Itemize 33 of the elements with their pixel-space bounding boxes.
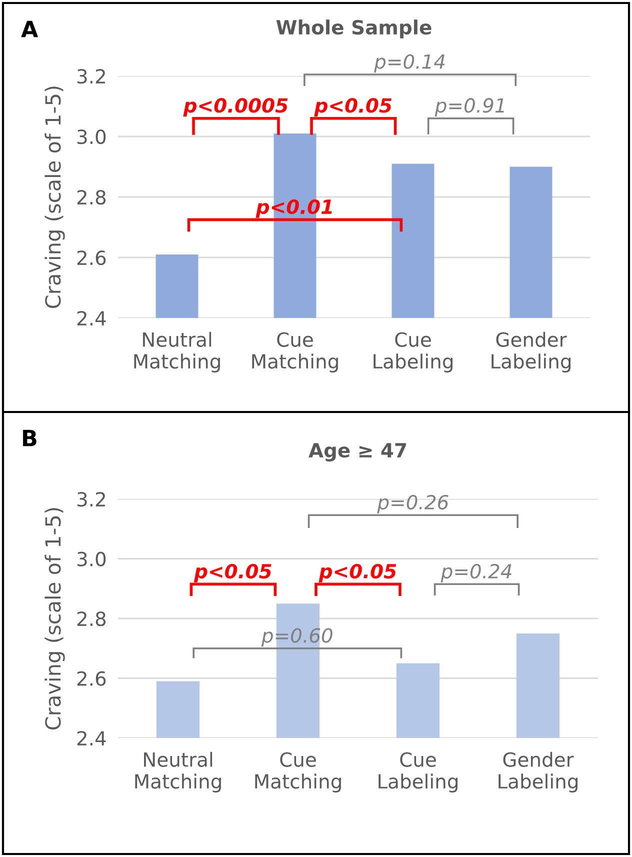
- x-tick-label: Cue Matching: [252, 332, 338, 372]
- y-tick-label: 3.0: [77, 129, 106, 144]
- y-tick-label: 2.4: [77, 310, 106, 326]
- y-axis-title: Craving (scale of 1-5): [44, 86, 65, 308]
- y-tick-label: 2.8: [77, 611, 106, 626]
- x-tick-label: Cue Labeling: [378, 752, 458, 792]
- x-tick-label: Cue Matching: [255, 752, 341, 792]
- y-tick-label: 3.0: [77, 552, 106, 566]
- y-tick-label: 2.6: [77, 250, 106, 266]
- text: A: [21, 20, 38, 38]
- text: p=0.14: [374, 54, 445, 73]
- text: B: [23, 430, 36, 446]
- y-axis-title: Craving (scale of 1-5): [44, 508, 65, 730]
- annotation: p=0.24: [440, 564, 512, 582]
- y-tick-label: 3.2: [77, 492, 105, 507]
- annotation: p<0.05: [194, 564, 272, 582]
- annotation: p<0.05: [314, 98, 392, 117]
- annotation: p<0.01: [256, 199, 332, 218]
- annotation: p<0.0005: [183, 98, 288, 117]
- annotation: p<0.05: [318, 564, 396, 582]
- y-tick-label: 2.8: [77, 190, 106, 205]
- y-tick-label: 2.4: [77, 730, 106, 746]
- x-tick-label: Neutral Matching: [134, 332, 220, 372]
- x-tick-label: Cue Labeling: [374, 332, 452, 372]
- chart-title: Whole Sample: [276, 20, 432, 38]
- chart-title: Age ≥ 47: [308, 443, 406, 462]
- x-tick-label: Gender Labeling: [498, 752, 578, 792]
- y-tick-label: 3.2: [77, 68, 105, 84]
- annotation: p=0.91: [434, 98, 504, 117]
- x-tick-label: Gender Labeling: [492, 332, 570, 372]
- annotation: p=0.26: [377, 494, 448, 514]
- y-tick-label: 2.6: [77, 671, 106, 686]
- x-tick-label: Neutral Matching: [135, 752, 221, 792]
